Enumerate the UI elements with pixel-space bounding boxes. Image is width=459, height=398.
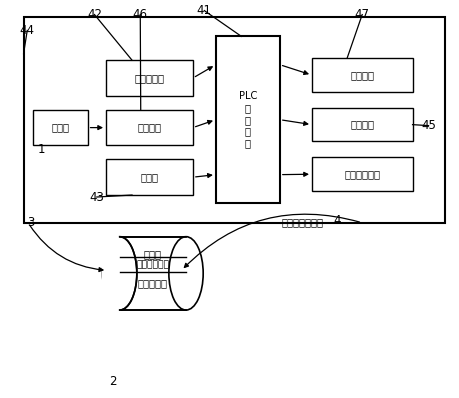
Text: 44: 44 bbox=[20, 24, 35, 37]
Bar bbox=[312, 58, 413, 92]
Text: 4: 4 bbox=[333, 214, 341, 227]
Bar bbox=[33, 110, 88, 145]
Text: 43: 43 bbox=[90, 191, 104, 203]
Bar bbox=[312, 108, 413, 142]
Bar bbox=[106, 110, 193, 145]
Bar bbox=[312, 157, 413, 191]
Bar bbox=[106, 159, 193, 195]
Text: 1: 1 bbox=[38, 143, 45, 156]
Text: PLC
控
制
装
置: PLC 控 制 装 置 bbox=[239, 92, 257, 148]
Text: 无线通讯装置: 无线通讯装置 bbox=[344, 169, 380, 179]
Ellipse shape bbox=[102, 237, 137, 310]
Text: 噪声检测仪: 噪声检测仪 bbox=[134, 73, 164, 83]
Text: 41: 41 bbox=[197, 4, 212, 17]
Text: 45: 45 bbox=[421, 119, 436, 132]
Text: 47: 47 bbox=[355, 8, 369, 21]
Text: 46: 46 bbox=[133, 8, 148, 21]
Text: 变压器: 变压器 bbox=[144, 250, 162, 259]
Bar bbox=[23, 17, 445, 223]
Text: 告警装置: 告警装置 bbox=[350, 120, 374, 130]
Bar bbox=[101, 235, 121, 312]
Text: 存储装置: 存储装置 bbox=[137, 123, 162, 133]
Text: 便携式评估装置: 便携式评估装置 bbox=[282, 217, 324, 227]
Text: 2: 2 bbox=[109, 375, 117, 388]
Ellipse shape bbox=[169, 237, 203, 310]
Text: 无线通讯装置: 无线通讯装置 bbox=[136, 260, 169, 269]
Text: 计时器: 计时器 bbox=[51, 123, 69, 133]
Text: 显示装置: 显示装置 bbox=[350, 70, 374, 80]
Text: 温度传感器: 温度传感器 bbox=[138, 278, 168, 288]
Text: 对比器: 对比器 bbox=[140, 172, 158, 182]
Text: 3: 3 bbox=[27, 216, 34, 229]
Bar bbox=[106, 60, 193, 96]
Bar bbox=[216, 36, 280, 203]
Text: 42: 42 bbox=[87, 8, 102, 21]
